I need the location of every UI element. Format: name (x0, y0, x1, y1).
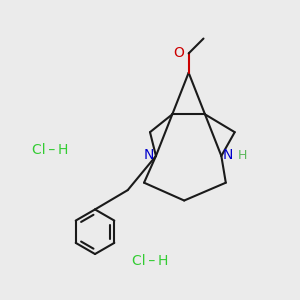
Text: H: H (238, 148, 247, 162)
Text: Cl – H: Cl – H (32, 143, 69, 157)
Text: O: O (173, 46, 184, 59)
Text: N: N (144, 148, 154, 162)
Text: N: N (223, 148, 233, 162)
Text: methoxy: methoxy (211, 34, 235, 40)
Text: Cl – H: Cl – H (132, 254, 168, 268)
